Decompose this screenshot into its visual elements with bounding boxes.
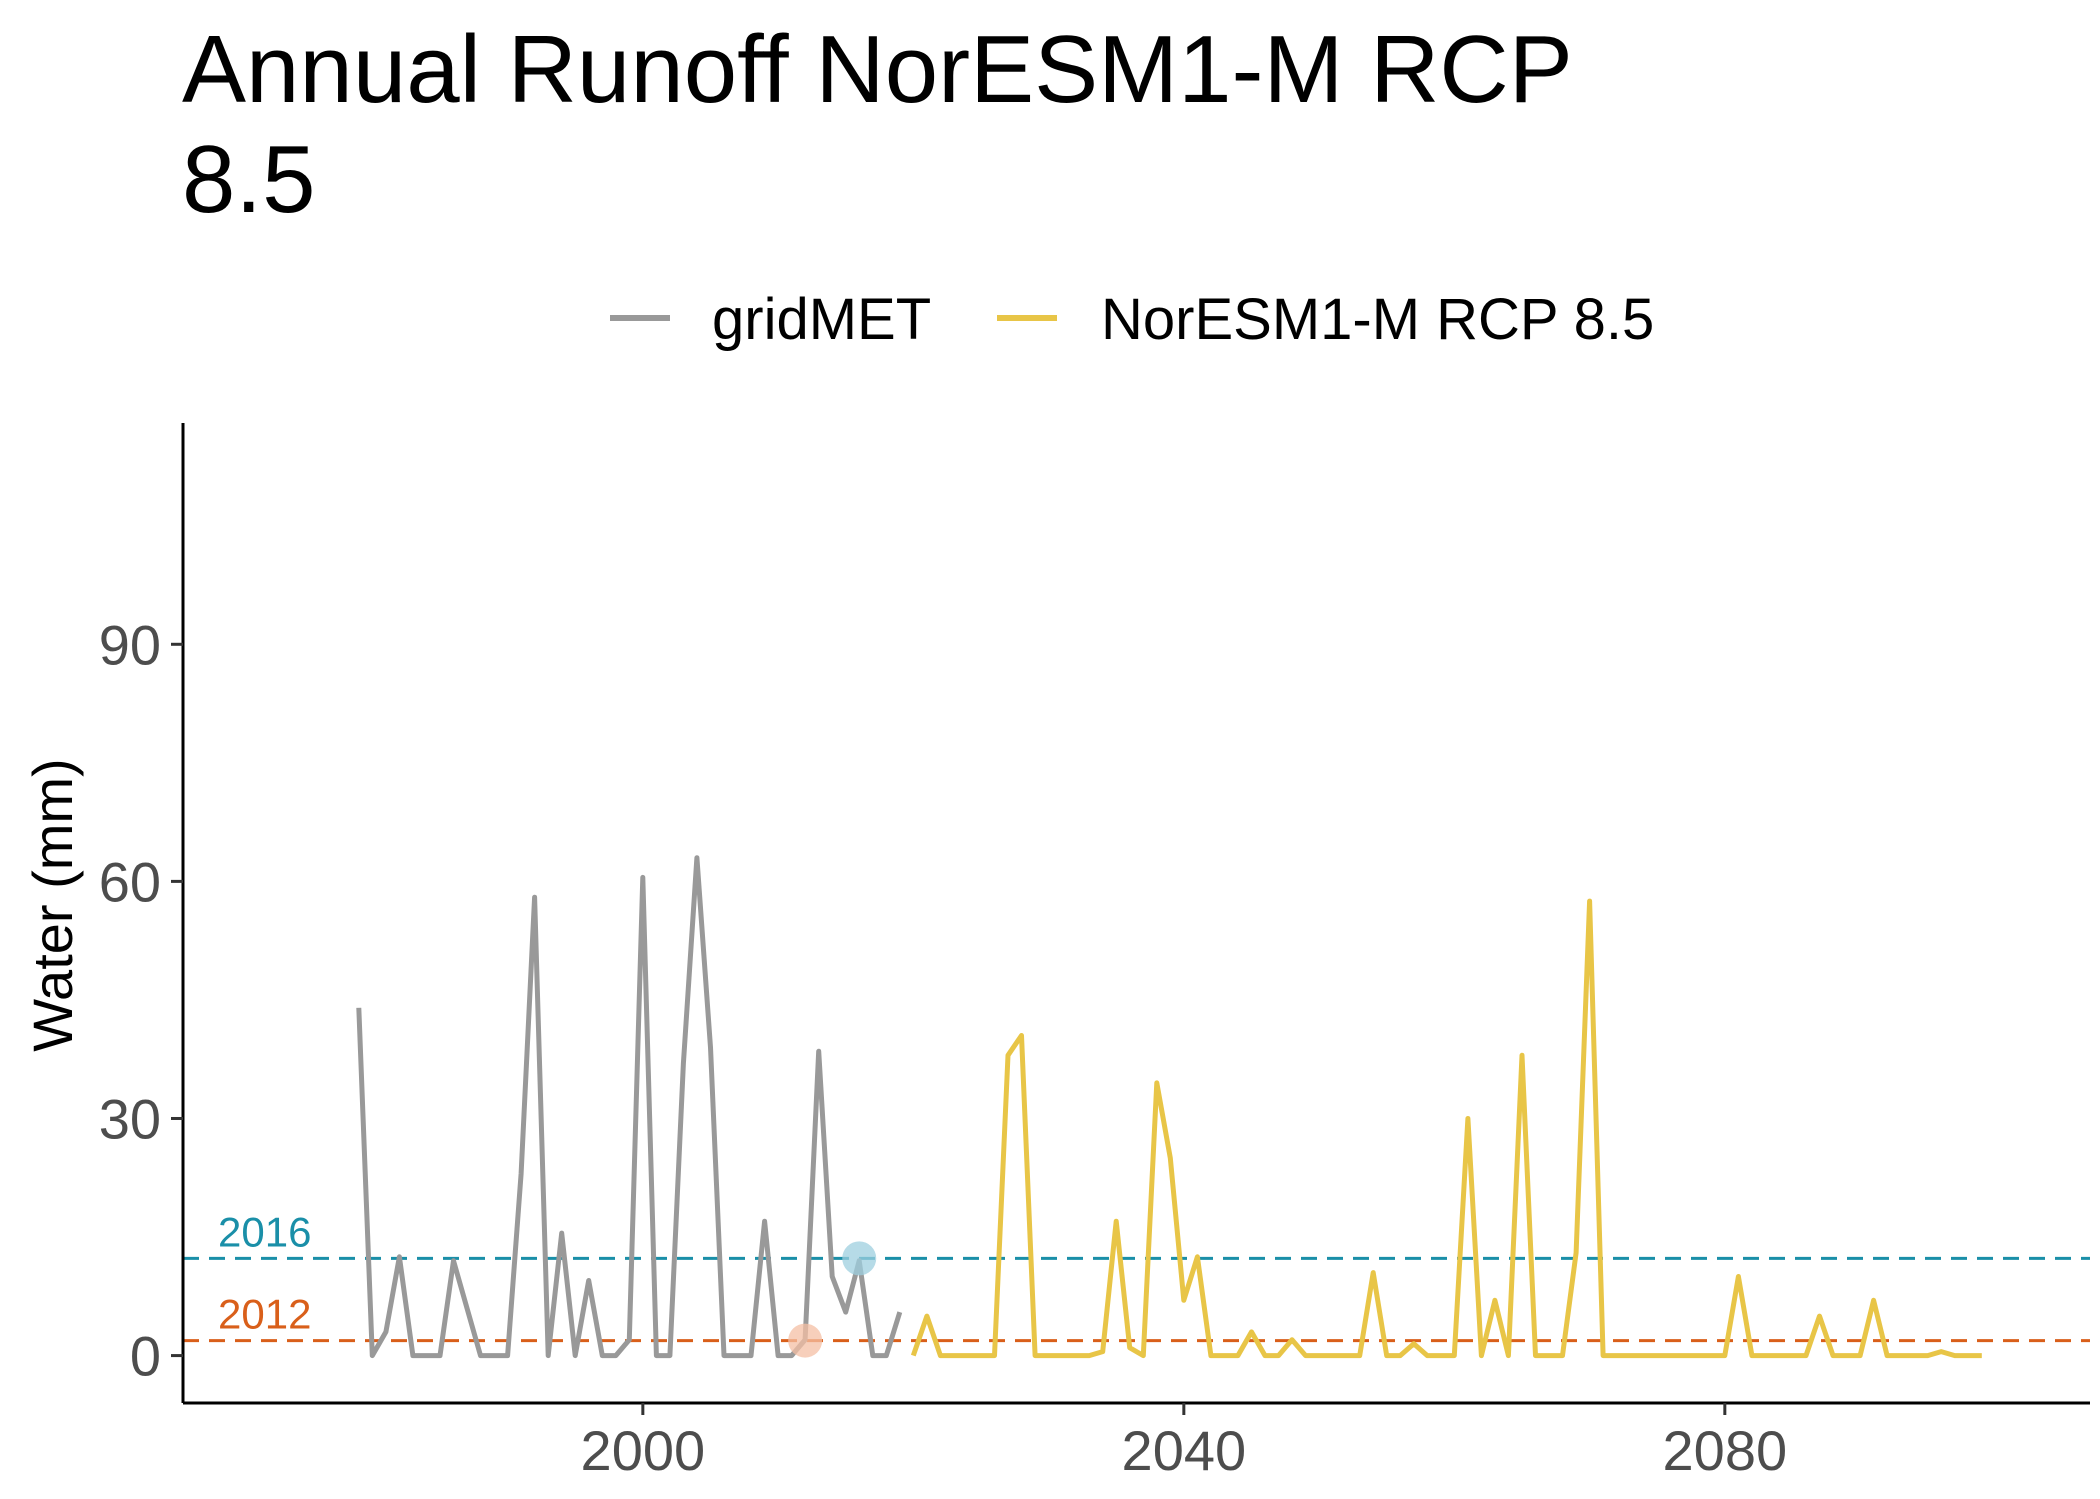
x-tick-label-2080: 2080 [1663,1419,1788,1482]
legend-label-noresm: NorESM1-M RCP 8.5 [1101,287,1654,352]
x-tick-label-2040: 2040 [1122,1419,1247,1482]
y-tick-label-60: 60 [99,850,161,913]
legend: gridMET NorESM1-M RCP 8.5 [610,287,1654,352]
highlight-point-2016 [842,1241,877,1276]
legend-label-gridmet: gridMET [712,287,931,352]
y-tick-label-0: 0 [130,1325,161,1388]
y-tick-label-90: 90 [99,613,161,676]
chart-title-line-1: Annual Runoff NorESM1-M RCP [182,16,1573,123]
chart-title-line-2: 8.5 [182,126,315,233]
reference-label-2016: 2016 [218,1208,311,1255]
plot-area: 2016 2012 [183,855,2090,1359]
y-tick-label-30: 30 [99,1087,161,1150]
y-axis-title: Water (mm) [21,758,84,1051]
highlight-point-2012 [788,1323,823,1358]
series-line-gridmet [356,855,903,1359]
reference-label-2012: 2012 [218,1291,311,1338]
series-line-noresm [910,898,1982,1359]
axes: 0 30 60 90 2000 2040 2080 [99,613,1787,1482]
x-tick-label-2000: 2000 [581,1419,706,1482]
